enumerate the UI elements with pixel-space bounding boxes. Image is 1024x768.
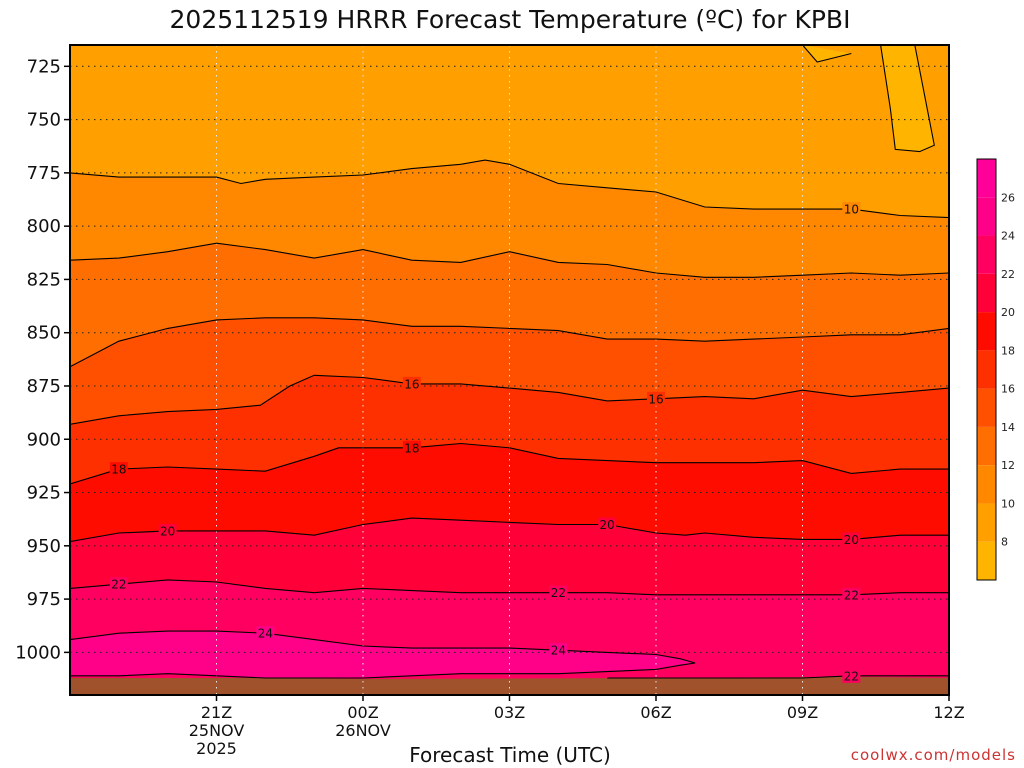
y-tick-label-725: 725 [27, 56, 61, 77]
y-tick-label-750: 750 [27, 110, 61, 131]
contour-label-16: 16 [648, 392, 663, 406]
contour-label-24: 24 [551, 644, 566, 658]
contour-label-22: 22 [844, 588, 859, 602]
contour-label-16: 16 [404, 377, 419, 391]
contour-label-bg-22 [842, 587, 861, 602]
colorbar-swatch-10 [977, 465, 996, 504]
contour-label-bg-22 [109, 577, 128, 592]
contour-line-8-9 [802, 45, 852, 63]
x-tick-label-2025: 2025 [196, 739, 237, 758]
contour-line-10-0 [70, 159, 949, 219]
contour-label-10: 10 [844, 203, 859, 217]
x-tick-label-03Z: 03Z [494, 703, 525, 722]
colorbar-swatch-6 [977, 541, 996, 580]
contour-label-bg-22 [842, 668, 861, 683]
colorbar-label-10: 10 [1001, 497, 1015, 510]
credit-text: coolwx.com/models [851, 746, 1016, 764]
y-tick-label-975: 975 [27, 589, 61, 610]
x-tick-label-00Z: 00Z [347, 703, 378, 722]
contour-label-bg-20 [842, 532, 861, 547]
colorbar-label-12: 12 [1001, 459, 1015, 472]
contour-line-22-8 [607, 675, 949, 679]
band-cold-pocket-0 [802, 45, 852, 62]
y-tick-label-875: 875 [27, 376, 61, 397]
x-tick-label-09Z: 09Z [787, 703, 818, 722]
band-cold-pocket-1 [880, 45, 935, 152]
contour-label-20: 20 [160, 524, 175, 538]
y-tick-label-800: 800 [27, 216, 61, 237]
contour-label-bg-24 [549, 643, 568, 658]
colorbar-label-24: 24 [1001, 230, 1015, 243]
contour-line-16-3 [70, 374, 949, 425]
contour-line-24-7 [70, 630, 696, 679]
colorbar-label-22: 22 [1001, 268, 1015, 281]
contour-line-12-1 [70, 242, 949, 278]
band-24 [70, 631, 696, 678]
colorbar: 8 10 12 14 16 18 20 22 24 26 [976, 158, 1015, 581]
colorbar-swatch-24 [977, 197, 996, 236]
colorbar-swatch-26 [977, 159, 996, 198]
chart-title: 2025112519 HRRR Forecast Temperature (ºC… [170, 5, 851, 34]
colorbar-frame [976, 158, 997, 581]
contour-label-24: 24 [258, 627, 273, 641]
x-tick-label-25NOV: 25NOV [189, 721, 245, 740]
contour-label-bg-22 [549, 585, 568, 600]
contour-line-18-4 [70, 442, 949, 485]
colorbar-label-8: 8 [1001, 536, 1008, 549]
contour-label-bg-20 [598, 517, 617, 532]
contour-label-18: 18 [111, 463, 126, 477]
x-tick-label-12Z: 12Z [933, 703, 964, 722]
ground-surface [70, 676, 949, 695]
x-tick-label-21Z: 21Z [201, 703, 232, 722]
colorbar-swatch-8 [977, 503, 996, 542]
y-tick-label-850: 850 [27, 323, 61, 344]
contour-label-20: 20 [844, 533, 859, 547]
colorbar-swatch-14 [977, 388, 996, 427]
contour-line-20-5 [70, 517, 949, 543]
contour-label-bg-18 [402, 440, 421, 455]
contour-label-bg-24 [256, 626, 275, 641]
y-tick-label-1000: 1000 [15, 642, 61, 663]
y-tick-label-925: 925 [27, 483, 61, 504]
contour-label-18: 18 [404, 441, 419, 455]
contour-label-22: 22 [111, 578, 126, 592]
colorbar-swatch-12 [977, 426, 996, 466]
colorbar-label-18: 18 [1001, 344, 1015, 357]
y-tick-label-775: 775 [27, 163, 61, 184]
x-tick-label-26NOV: 26NOV [335, 721, 391, 740]
contour-label-bg-16 [402, 376, 421, 391]
colorbar-swatch-22 [977, 235, 996, 274]
contour-label-bg-16 [647, 391, 665, 406]
colorbar-swatch-20 [977, 273, 996, 313]
colorbar-label-14: 14 [1001, 421, 1015, 434]
colorbar-swatch-16 [977, 350, 996, 389]
contour-line-14-2 [70, 317, 949, 368]
plot-area: 10 16 16 18 18 20 20 20 22 22 22 24 24 22 [69, 44, 950, 696]
contour-label-22: 22 [551, 586, 566, 600]
contour-label-20: 20 [600, 518, 615, 532]
colorbar-swatch-18 [977, 312, 996, 351]
contour-line-8-10 [880, 45, 935, 153]
y-tick-label-900: 900 [27, 429, 61, 450]
colorbar-label-26: 26 [1001, 191, 1015, 204]
y-axis: 725 750 775 800 825 850 875 900 925 950 975 1000 [15, 56, 70, 663]
contour-label-bg-10 [842, 202, 861, 217]
colorbar-label-20: 20 [1001, 306, 1015, 319]
x-tick-label-06Z: 06Z [640, 703, 671, 722]
x-axis-title: Forecast Time (UTC) [409, 743, 611, 767]
y-tick-label-950: 950 [27, 536, 61, 557]
contour-label-22: 22 [844, 669, 859, 683]
y-tick-label-825: 825 [27, 269, 61, 290]
colorbar-label-16: 16 [1001, 383, 1015, 396]
contour-label-bg-20 [158, 523, 177, 538]
contour-label-bg-18 [109, 462, 128, 477]
